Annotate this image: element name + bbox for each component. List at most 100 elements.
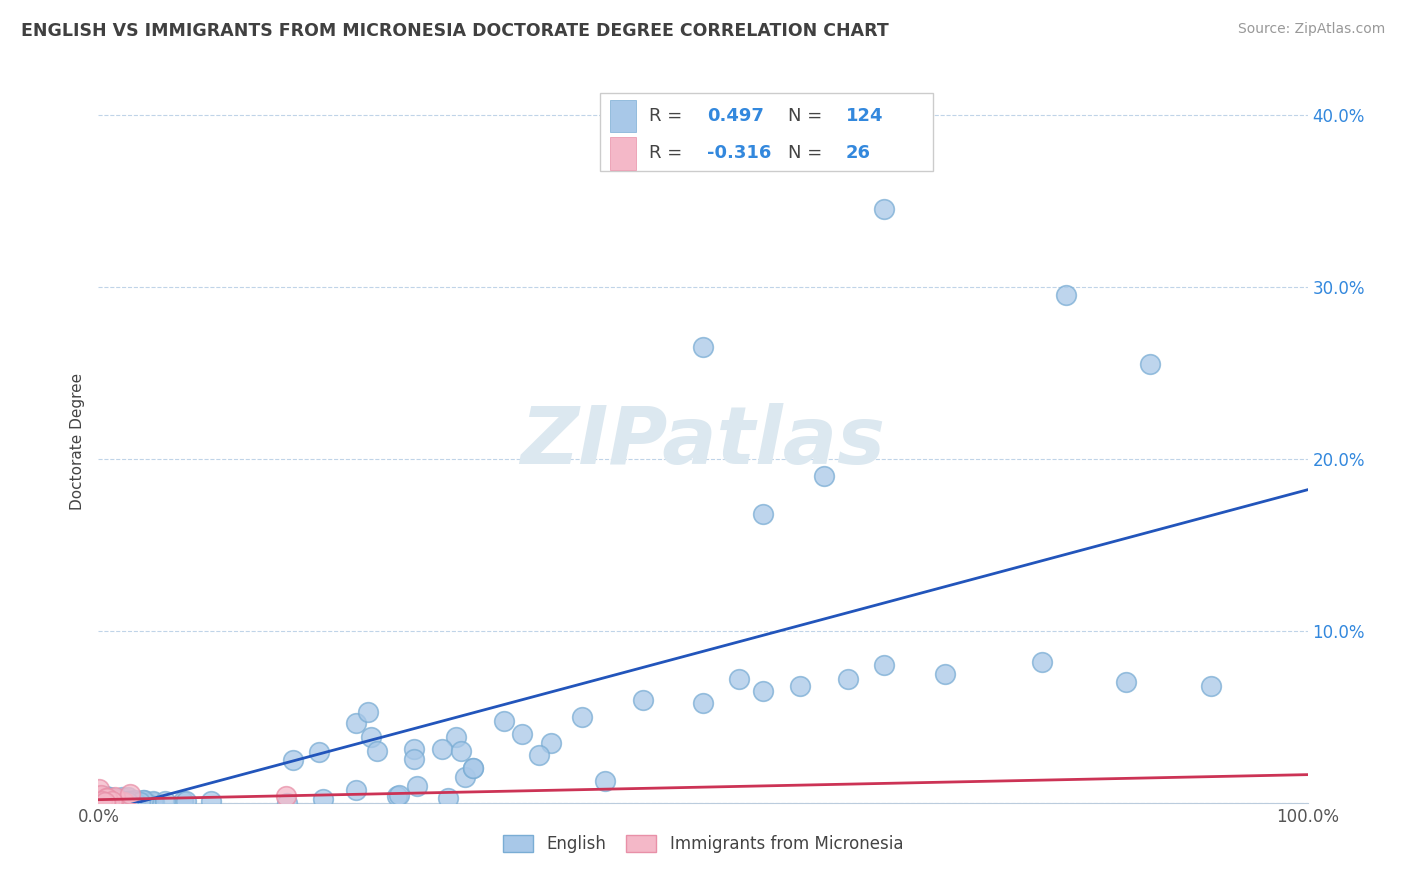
Point bbox=[593, 773, 616, 788]
Point bbox=[631, 692, 654, 706]
Point bbox=[89, 794, 111, 808]
Point bbox=[837, 672, 859, 686]
Point bbox=[124, 793, 146, 807]
Text: 26: 26 bbox=[845, 145, 870, 162]
Point bbox=[360, 730, 382, 744]
Point bbox=[789, 679, 811, 693]
Point bbox=[436, 791, 458, 805]
Point bbox=[114, 796, 136, 810]
Point bbox=[91, 795, 114, 809]
Point bbox=[274, 789, 297, 803]
Point bbox=[101, 791, 124, 805]
Point bbox=[89, 795, 111, 809]
Point bbox=[90, 790, 112, 805]
Text: R =: R = bbox=[648, 107, 688, 125]
Point bbox=[873, 658, 896, 673]
Point bbox=[101, 794, 124, 808]
Point bbox=[120, 794, 142, 808]
Point bbox=[110, 792, 132, 806]
Point bbox=[129, 795, 152, 809]
Point bbox=[404, 742, 426, 756]
Point bbox=[308, 745, 330, 759]
Point bbox=[101, 796, 124, 810]
Point bbox=[450, 744, 472, 758]
Point bbox=[97, 793, 120, 807]
Point bbox=[108, 796, 131, 810]
Point bbox=[111, 792, 134, 806]
Point bbox=[90, 794, 112, 808]
Point bbox=[571, 710, 593, 724]
Point bbox=[103, 796, 125, 810]
Point bbox=[454, 770, 477, 784]
Point bbox=[93, 796, 115, 810]
Point bbox=[200, 794, 222, 808]
Point bbox=[510, 727, 533, 741]
Point bbox=[91, 792, 114, 806]
Point bbox=[103, 791, 125, 805]
Point bbox=[94, 795, 117, 809]
Point bbox=[101, 793, 124, 807]
Point bbox=[276, 796, 298, 810]
Point bbox=[153, 794, 176, 808]
Point bbox=[1139, 357, 1161, 371]
Point bbox=[312, 791, 335, 805]
Point bbox=[117, 794, 139, 808]
Point bbox=[96, 789, 118, 804]
Point bbox=[132, 793, 155, 807]
Point bbox=[114, 796, 136, 810]
Text: Source: ZipAtlas.com: Source: ZipAtlas.com bbox=[1237, 22, 1385, 37]
Point bbox=[90, 795, 112, 809]
Point bbox=[98, 795, 121, 809]
Point bbox=[174, 793, 197, 807]
Point bbox=[1199, 679, 1222, 693]
Point bbox=[96, 793, 118, 807]
Point bbox=[94, 795, 117, 809]
Point bbox=[124, 796, 146, 810]
Point bbox=[117, 795, 139, 809]
FancyBboxPatch shape bbox=[600, 93, 932, 170]
Point bbox=[1031, 655, 1053, 669]
Point bbox=[115, 796, 138, 810]
Point bbox=[115, 795, 138, 809]
Point bbox=[135, 796, 157, 810]
Point bbox=[752, 684, 775, 698]
Point bbox=[96, 795, 118, 809]
Point bbox=[94, 794, 117, 808]
Point bbox=[110, 796, 132, 810]
Point bbox=[108, 793, 131, 807]
Point bbox=[135, 796, 157, 810]
Point bbox=[104, 795, 127, 809]
Point bbox=[813, 469, 835, 483]
Point bbox=[107, 794, 129, 808]
Point bbox=[357, 706, 380, 720]
Point bbox=[346, 782, 368, 797]
Y-axis label: Doctorate Degree: Doctorate Degree bbox=[70, 373, 86, 510]
Point bbox=[89, 795, 111, 809]
Point bbox=[103, 794, 125, 808]
Point bbox=[527, 748, 550, 763]
Point bbox=[128, 794, 150, 808]
Point bbox=[118, 795, 141, 809]
Point bbox=[89, 789, 111, 803]
Point bbox=[96, 796, 118, 810]
Point bbox=[444, 730, 467, 744]
Text: N =: N = bbox=[787, 145, 828, 162]
Point bbox=[728, 672, 751, 686]
Point bbox=[142, 795, 165, 809]
Point bbox=[873, 202, 896, 217]
Point bbox=[104, 796, 127, 810]
Text: -0.316: -0.316 bbox=[707, 145, 770, 162]
Point bbox=[107, 795, 129, 809]
Point bbox=[89, 795, 111, 809]
Point bbox=[111, 790, 134, 805]
Point bbox=[111, 796, 134, 810]
Point bbox=[1115, 675, 1137, 690]
Point bbox=[98, 789, 121, 804]
Point bbox=[87, 782, 110, 797]
Point bbox=[366, 744, 388, 758]
Point bbox=[142, 794, 165, 808]
Point bbox=[692, 696, 714, 710]
Point bbox=[402, 752, 425, 766]
Point bbox=[91, 796, 114, 810]
Point bbox=[112, 795, 135, 809]
